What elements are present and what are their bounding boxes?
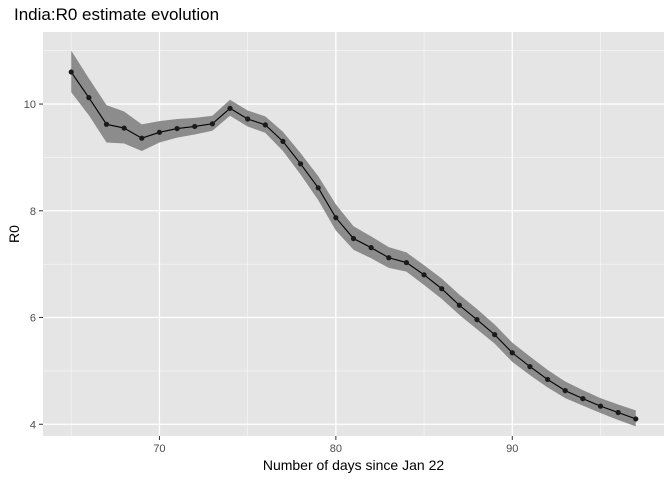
data-point-day-76 <box>262 122 268 128</box>
data-point-day-79 <box>315 185 321 191</box>
data-point-day-66 <box>86 95 92 101</box>
data-point-day-85 <box>421 272 427 278</box>
data-point-day-81 <box>350 235 357 242</box>
x-axis-ticks: 70 80 90 <box>153 436 518 455</box>
data-point-day-92 <box>544 376 551 383</box>
data-point-day-83 <box>386 255 392 261</box>
data-point-day-67 <box>103 121 110 127</box>
y-axis-ticks: 4 6 8 10 <box>24 99 43 431</box>
major-gridlines <box>43 32 664 436</box>
data-point-day-91 <box>527 364 533 370</box>
data-point-day-72 <box>192 123 198 130</box>
data-point-day-78 <box>297 161 304 167</box>
data-point-day-96 <box>615 409 621 416</box>
minor-gridlines <box>43 32 664 436</box>
data-point-day-82 <box>368 245 374 251</box>
data-point-day-71 <box>174 125 180 132</box>
y-axis-label: R0 <box>6 225 22 243</box>
data-point-day-69 <box>139 135 145 141</box>
data-point-day-93 <box>562 388 568 394</box>
data-point-day-87 <box>456 302 462 308</box>
y-tick-label-8: 8 <box>30 206 36 218</box>
data-point-day-95 <box>597 403 604 409</box>
x-tick-label-90: 90 <box>506 443 518 455</box>
data-point-day-94 <box>580 396 586 402</box>
x-tick-label-80: 80 <box>330 443 342 455</box>
x-tick-label-70: 70 <box>153 443 165 455</box>
data-point-day-88 <box>474 317 480 323</box>
data-point-day-77 <box>280 138 286 145</box>
x-axis-label: Number of days since Jan 22 <box>263 457 445 473</box>
data-point-day-90 <box>509 350 515 356</box>
chart-title: India:R0 estimate evolution <box>14 5 219 24</box>
y-tick-label-4: 4 <box>30 419 36 431</box>
data-point-day-75 <box>245 116 251 122</box>
data-point-day-73 <box>209 121 215 127</box>
data-point-day-89 <box>492 331 498 338</box>
r0-data-points <box>68 69 639 422</box>
data-point-day-65 <box>68 69 74 75</box>
data-point-day-97 <box>633 416 639 422</box>
data-point-day-84 <box>403 259 410 266</box>
y-tick-label-6: 6 <box>30 313 36 325</box>
data-point-day-68 <box>121 125 127 131</box>
data-point-day-70 <box>156 129 163 135</box>
y-tick-label-10: 10 <box>24 99 36 111</box>
data-point-day-86 <box>439 286 445 292</box>
data-point-day-74 <box>227 105 233 111</box>
data-point-day-80 <box>333 215 339 221</box>
